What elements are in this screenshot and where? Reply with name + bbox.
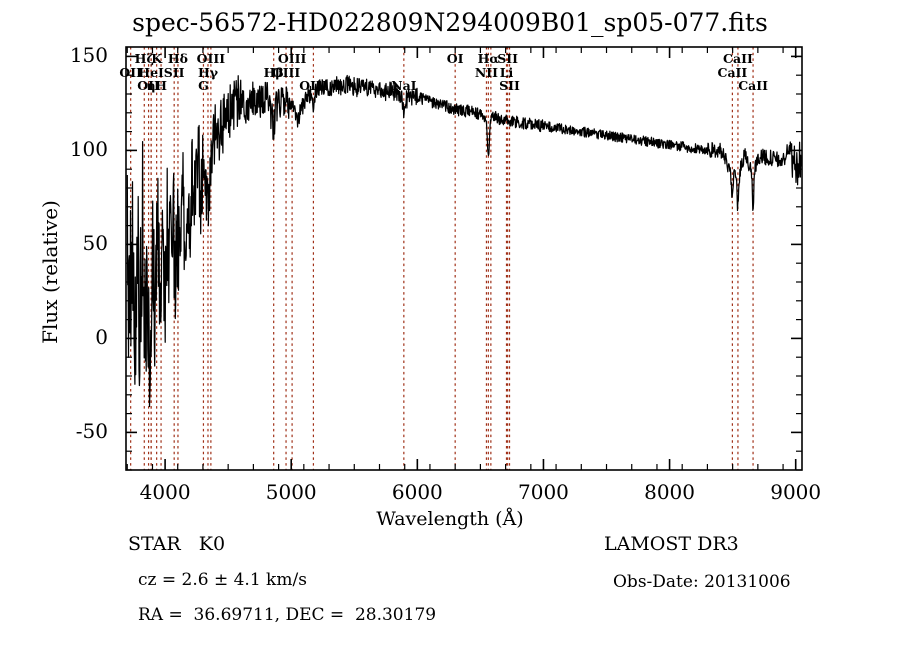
spectral-line-label: CaII	[717, 64, 748, 80]
spectral-line-label: SII	[163, 64, 185, 80]
y-tick-label: 0	[95, 325, 108, 350]
spectral-line-label: SII	[497, 51, 518, 66]
x-tick-label: 6000	[391, 480, 443, 504]
y-tick-label: 50	[82, 231, 108, 256]
x-tick-label: 8000	[644, 480, 696, 504]
footer-cz: cz = 2.6 ± 4.1 km/s	[138, 570, 307, 590]
spectral-line-label: H	[155, 78, 167, 93]
footer-survey: LAMOST DR3	[604, 533, 739, 555]
spectral-line-label: CaII	[723, 51, 753, 66]
footer-obs-date: Obs-Date: 20131006	[613, 572, 791, 592]
spectral-line-label: HeI	[138, 64, 164, 80]
spectral-line-label: OIII	[196, 51, 226, 66]
spectral-line-label: OII	[119, 64, 142, 80]
spectral-line-label: Hζ	[134, 51, 154, 66]
spectral-line-label: Li	[499, 64, 514, 80]
x-axis-label: Wavelength (Å)	[376, 508, 524, 530]
x-tick-label: 7000	[518, 480, 569, 504]
spectral-line-label: CaII	[738, 78, 768, 93]
x-tick-label: 4000	[139, 480, 191, 504]
spectral-line-label: Hβ	[263, 64, 284, 80]
spectral-line-label: OIII	[299, 78, 328, 93]
spectral-line-label: SII	[499, 78, 520, 93]
y-tick-label: -50	[75, 419, 108, 444]
spectral-line-label: Hγ	[197, 64, 218, 80]
spectral-line-label: OI	[446, 51, 464, 66]
spectral-line-label: OII	[137, 78, 160, 93]
spectral-line-label: G	[198, 78, 209, 93]
footer-coords: RA = 36.69711, DEC = 28.30179	[138, 605, 437, 625]
y-tick-label: 100	[69, 137, 108, 162]
footer-object-type: STAR K0	[128, 533, 226, 555]
spectral-line-label: NaI	[391, 78, 417, 93]
x-tick-label: 9000	[770, 480, 822, 504]
spectral-line-label: OIII	[277, 51, 307, 66]
spectral-line-label: Hα	[477, 51, 500, 66]
spectral-line-label: η	[146, 78, 156, 93]
spectral-line-label: K	[151, 51, 163, 66]
x-tick-label: 5000	[265, 480, 317, 504]
page-title: spec-56572-HD022809N294009B01_sp05-077.f…	[132, 8, 768, 37]
y-tick-label: 150	[69, 43, 108, 68]
spectral-line-label: OIII	[271, 64, 301, 80]
spectral-line-label: Hδ	[167, 51, 189, 66]
spectral-line-label: NII	[474, 64, 498, 80]
